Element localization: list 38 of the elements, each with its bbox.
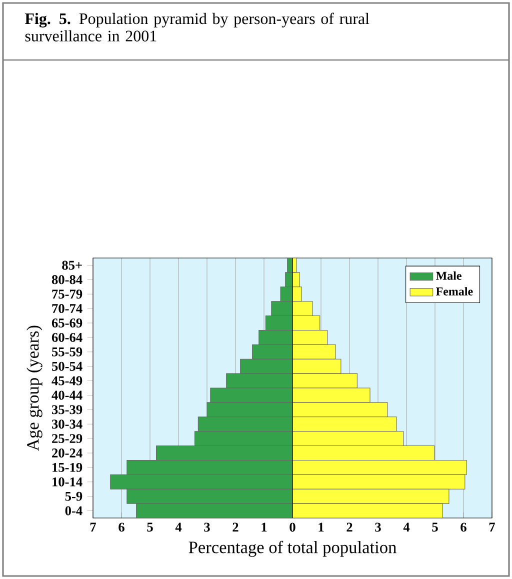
legend-label: Male [436, 271, 462, 280]
x-tick-label: 0 [290, 522, 296, 532]
y-tick-label: 15-19 [52, 462, 82, 472]
y-tick-label: 40-44 [52, 390, 82, 400]
x-tick-label: 5 [147, 522, 153, 532]
y-tick-label: 5-9 [65, 492, 82, 501]
x-tick-label: 2 [346, 522, 352, 532]
y-tick-label: 10-14 [52, 477, 82, 486]
y-tick-label: 70-74 [52, 304, 82, 314]
y-tick-label: 60-64 [52, 332, 82, 342]
y-tick-label: 55-59 [52, 347, 82, 356]
x-tick-label: 1 [318, 522, 324, 532]
legend-label: Female [436, 287, 473, 296]
chart-title: Fig. 5. Population pyramid by person-years of rural surveillance in 2001 [24, 12, 370, 42]
y-tick-label: 45-49 [52, 376, 82, 386]
y-tick-label: 20-24 [52, 448, 82, 458]
x-tick-label: 2 [232, 522, 238, 532]
x-tick-label: 6 [460, 522, 466, 532]
y-axis-title: Age group (years) [26, 326, 42, 451]
y-tick-label: 25-29 [52, 434, 82, 444]
x-tick-label: 6 [118, 522, 124, 532]
x-tick-label: 3 [375, 522, 381, 532]
x-tick-label: 5 [432, 522, 438, 532]
x-tick-label: 7 [90, 522, 96, 532]
x-tick-label: 4 [403, 522, 410, 532]
y-tick-label: 35-39 [52, 405, 82, 414]
x-axis-title: Percentage of total population [188, 540, 396, 557]
y-tick-label: 80-84 [52, 275, 82, 284]
x-tick-label: 4 [175, 522, 182, 532]
y-tick-label: 0-4 [65, 506, 82, 516]
x-tick-label: 1 [262, 522, 267, 532]
y-tick-label: 30-34 [52, 420, 82, 429]
y-tick-label: 85+ [62, 260, 82, 270]
y-tick-label: 50-54 [52, 362, 82, 371]
x-tick-label: 3 [204, 522, 210, 532]
x-tick-label: 7 [489, 522, 495, 532]
y-tick-label: 75-79 [52, 290, 82, 299]
y-tick-label: 65-69 [52, 318, 82, 328]
